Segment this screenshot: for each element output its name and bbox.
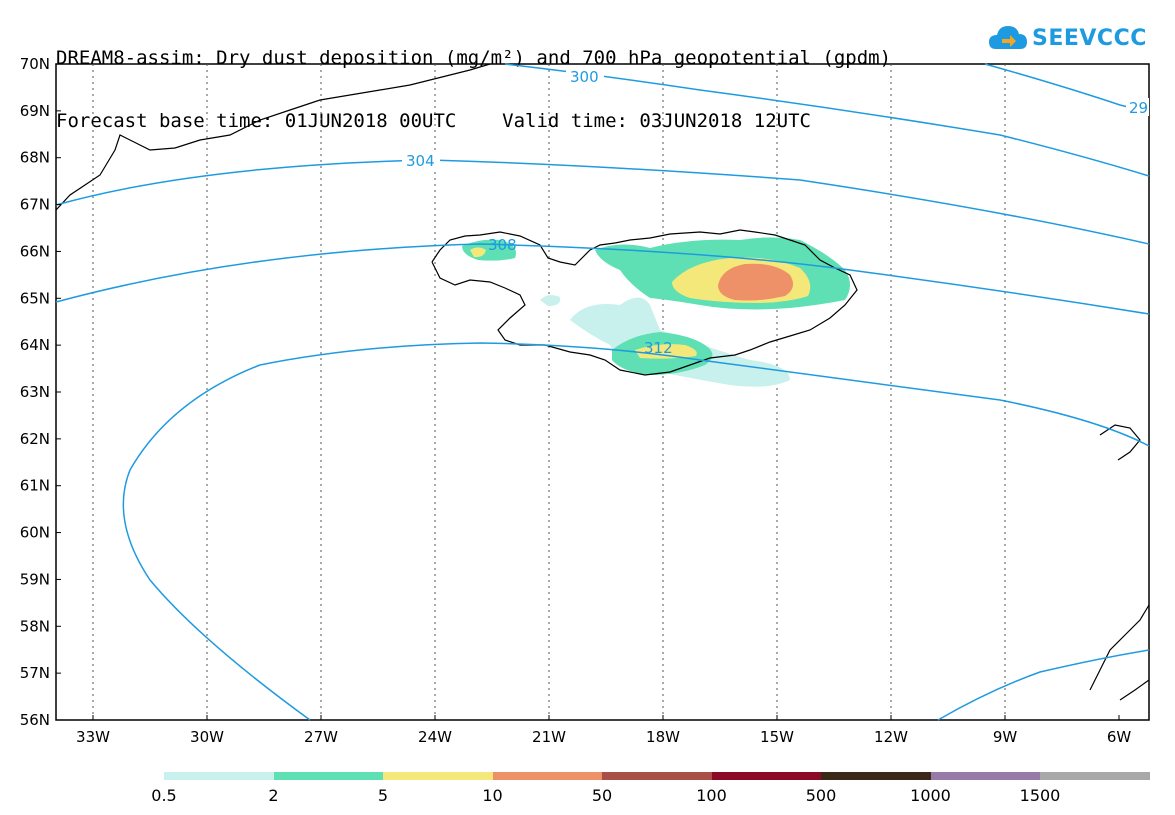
seevccc-logo: SEEVCCC: [988, 18, 1147, 58]
colorbar-segment: [273, 772, 383, 780]
lon-label: 30W: [190, 728, 224, 746]
contour-label-308: 308: [488, 236, 517, 254]
lat-label: 60N: [20, 524, 50, 542]
lat-label: 63N: [20, 383, 50, 401]
contour-312: [122, 342, 1150, 721]
colorbar-label: 1500: [1019, 786, 1061, 805]
colorbar-label: 10: [482, 786, 503, 805]
colorbar-label: 0.5: [151, 786, 177, 805]
contour-label-312: 312: [644, 339, 673, 357]
lat-label: 66N: [20, 242, 50, 260]
lat-label: 67N: [20, 196, 50, 214]
lat-label: 70N: [20, 55, 50, 73]
lat-label: 65N: [20, 289, 50, 307]
colorbar-label: 2: [268, 786, 279, 805]
lat-label: 69N: [20, 102, 50, 120]
lon-label: 24W: [418, 728, 452, 746]
lon-label: 6W: [1107, 728, 1132, 746]
lat-label: 62N: [20, 430, 50, 448]
contour-label-304: 304: [406, 152, 435, 170]
lon-label: 21W: [532, 728, 566, 746]
lat-label: 56N: [20, 711, 50, 729]
gridlines: [92, 64, 1006, 720]
cloud-arrow-icon: [989, 26, 1027, 49]
coast-greenland: [55, 63, 491, 211]
lat-label: 57N: [20, 664, 50, 682]
colorbar-segment: [1040, 772, 1150, 780]
coast-iceland: [431, 229, 858, 376]
coastlines: [55, 63, 1150, 701]
colorbar-segment: [164, 772, 274, 780]
logo-text: SEEVCCC: [1032, 25, 1147, 51]
colorbar-segment: [383, 772, 493, 780]
lat-label: 68N: [20, 149, 50, 167]
contour-labels: 300 29 304 308 312: [402, 68, 1149, 357]
colorbar-label: 50: [591, 786, 613, 805]
colorbar-segment: [930, 772, 1040, 780]
lon-label: 15W: [760, 728, 794, 746]
contour-29x: [984, 63, 1150, 113]
contour-304: [55, 159, 1150, 245]
coast-scotland: [1089, 604, 1150, 691]
colorbar-segment: [492, 772, 602, 780]
colorbar-label: 500: [805, 786, 837, 805]
lon-label: 12W: [874, 728, 908, 746]
lon-label: 33W: [76, 728, 110, 746]
contour-label-29: 29: [1129, 99, 1148, 117]
contour-308: [55, 243, 1150, 315]
contour-sw: [937, 649, 1150, 721]
lon-axis-labels: 33W 30W 27W 24W 21W 18W 15W 12W 9W 6W: [76, 715, 1131, 746]
lat-label: 61N: [20, 477, 50, 495]
valid-time: Valid time: 03JUN2018 12UTC: [502, 110, 811, 132]
colorbar-label: 100: [696, 786, 727, 805]
contour-label-300: 300: [570, 68, 599, 86]
colorbar-segment: [711, 772, 821, 780]
lat-label: 64N: [20, 336, 50, 354]
time-line: Forecast base time: 01JUN2018 00UTC Vali…: [56, 111, 891, 132]
dust-shading: [462, 237, 850, 387]
coast-scotland-2: [1119, 679, 1150, 701]
map-frame: [55, 63, 1150, 721]
coast-faroe: [1099, 424, 1141, 461]
colorbar-label: 1000: [910, 786, 951, 805]
colorbar: [164, 772, 1150, 780]
base-time: Forecast base time: 01JUN2018 00UTC: [56, 110, 457, 132]
shade-yellow-west: [470, 247, 486, 258]
shade-yellow-south: [635, 344, 697, 359]
colorbar-label: 5: [377, 786, 389, 805]
lat-label: 59N: [20, 570, 50, 588]
shade-orange: [718, 263, 794, 301]
lon-label: 27W: [304, 728, 338, 746]
shade-lightcyan-2: [540, 295, 561, 306]
lat-axis-labels: 70N 69N 68N 67N 66N 65N 64N 63N 62N 61N 60N 59N 58N 5…: [20, 55, 61, 729]
lon-label: 9W: [993, 728, 1018, 746]
geopotential-contours: [55, 63, 1150, 721]
lon-label: 18W: [646, 728, 680, 746]
colorbar-segment: [602, 772, 712, 780]
lat-label: 58N: [20, 617, 50, 635]
colorbar-segment: [821, 772, 931, 780]
